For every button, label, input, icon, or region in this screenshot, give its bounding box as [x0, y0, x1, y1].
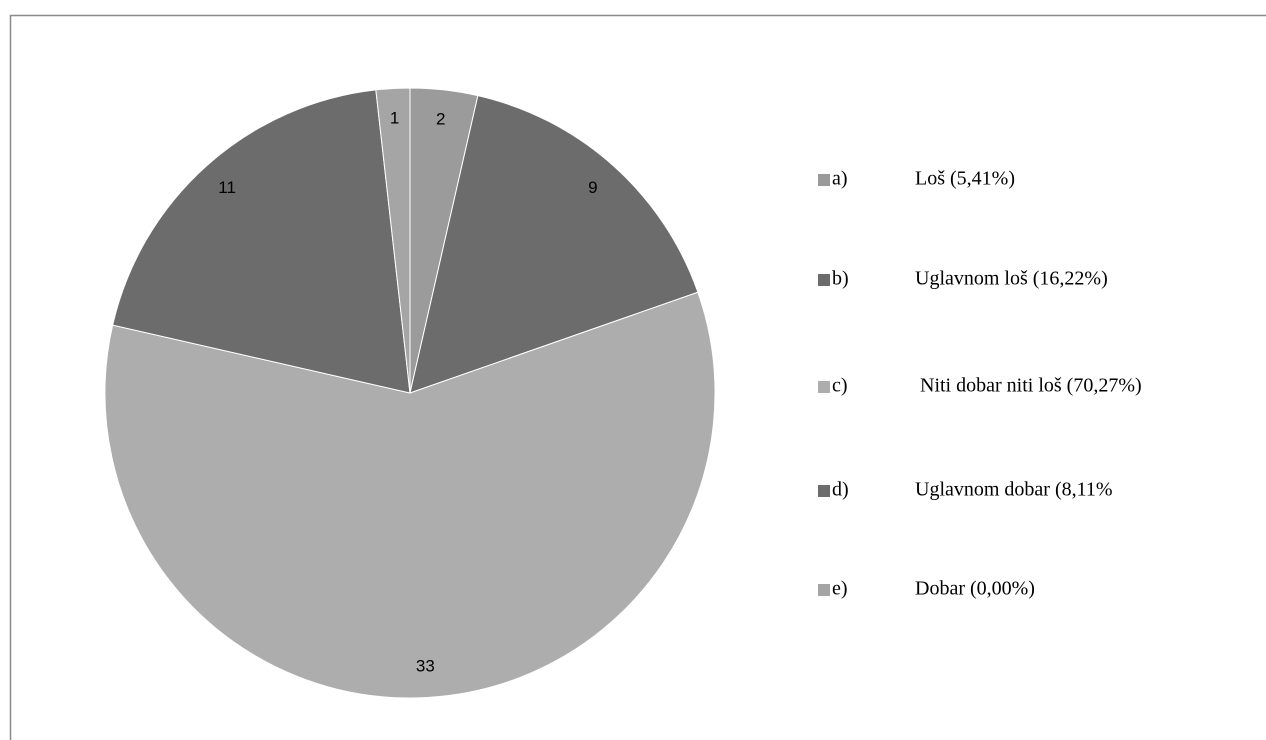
legend-letter: b)	[832, 268, 849, 290]
legend-letter: d)	[832, 479, 849, 501]
slice-label: 11	[218, 178, 236, 197]
pie-slice	[375, 87, 411, 394]
legend-swatch	[818, 174, 830, 186]
legend-label: Uglavnom loš (16,22%)	[915, 268, 1108, 290]
pie-slice	[104, 291, 716, 699]
pie-slice	[112, 89, 411, 394]
legend-swatch	[818, 274, 830, 286]
legend-swatch	[818, 485, 830, 497]
legend-letter: a)	[832, 168, 848, 190]
slice-label: 9	[588, 178, 597, 197]
legend-letter: e)	[832, 578, 848, 600]
legend-label: Niti dobar niti loš (70,27%)	[920, 375, 1142, 397]
legend-label: Loš (5,41%)	[915, 168, 1015, 190]
legend-swatch	[818, 381, 830, 393]
slice-label: 2	[436, 110, 445, 129]
pie-slice	[409, 95, 699, 394]
legend-label: Uglavnom dobar (8,11%	[915, 479, 1113, 501]
legend-letter: c)	[832, 375, 848, 397]
slice-label: 33	[416, 657, 435, 676]
legend-swatch	[818, 584, 830, 596]
slice-label: 1	[390, 108, 399, 127]
legend-label: Dobar (0,00%)	[915, 578, 1035, 600]
